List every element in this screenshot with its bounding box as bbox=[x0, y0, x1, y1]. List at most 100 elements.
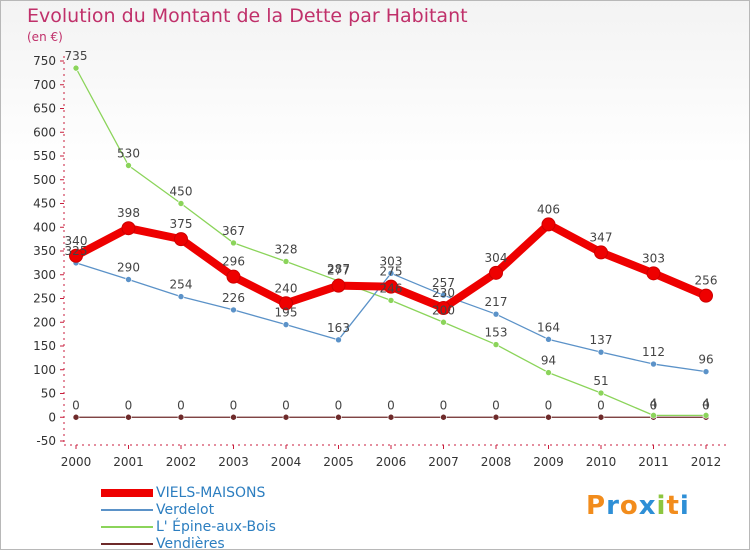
data-label: 0 bbox=[440, 398, 448, 412]
data-point bbox=[177, 200, 185, 207]
data-label: 0 bbox=[702, 398, 710, 412]
x-tick-label: 2011 bbox=[638, 455, 669, 469]
data-point bbox=[387, 297, 395, 304]
proxiti-logo: Proxiti bbox=[586, 491, 690, 521]
data-label: 257 bbox=[432, 276, 455, 290]
data-point bbox=[489, 265, 503, 280]
x-tick-label: 2007 bbox=[428, 455, 459, 469]
data-point bbox=[72, 413, 80, 421]
data-point bbox=[594, 245, 608, 260]
data-label: 290 bbox=[117, 261, 140, 275]
data-label: 398 bbox=[117, 206, 140, 220]
data-label: 4 bbox=[702, 396, 710, 410]
legend-swatch bbox=[101, 489, 153, 497]
data-point bbox=[282, 258, 290, 265]
y-tick-label: 500 bbox=[33, 173, 56, 187]
y-tick-label: 700 bbox=[33, 78, 56, 92]
data-label: 96 bbox=[698, 353, 713, 367]
data-point bbox=[230, 413, 237, 421]
x-tick-label: 2005 bbox=[323, 455, 354, 469]
data-label: 450 bbox=[170, 185, 193, 199]
data-point bbox=[279, 296, 293, 311]
data-point bbox=[597, 413, 605, 421]
legend-label: Verdelot bbox=[156, 502, 215, 518]
data-point bbox=[702, 412, 710, 419]
data-point bbox=[440, 291, 447, 299]
legend-swatch bbox=[101, 509, 153, 511]
data-point bbox=[387, 270, 395, 277]
logo-letter: r bbox=[606, 491, 620, 521]
data-label: 0 bbox=[282, 398, 290, 412]
legend-label: Vendières bbox=[156, 536, 225, 552]
data-label: 328 bbox=[275, 242, 298, 256]
y-tick-label: 650 bbox=[33, 102, 56, 116]
y-tick-label: 300 bbox=[33, 268, 56, 282]
data-point bbox=[125, 162, 132, 169]
data-label: 164 bbox=[537, 320, 560, 334]
logo-letter: t bbox=[666, 491, 680, 521]
data-label: 304 bbox=[485, 251, 508, 265]
series-0 bbox=[69, 217, 713, 315]
data-label: 0 bbox=[230, 398, 238, 412]
data-label: 296 bbox=[222, 255, 245, 269]
data-point bbox=[230, 239, 237, 247]
data-label: 240 bbox=[275, 281, 298, 295]
y-tick-label: 150 bbox=[33, 339, 56, 353]
data-label: 0 bbox=[650, 398, 658, 412]
data-point bbox=[545, 336, 552, 343]
data-label: 287 bbox=[327, 262, 350, 276]
data-point bbox=[597, 348, 605, 356]
data-label: 530 bbox=[117, 147, 140, 161]
series-3 bbox=[72, 413, 710, 421]
data-label: 406 bbox=[537, 202, 560, 216]
data-label: 0 bbox=[335, 398, 343, 412]
data-label: 112 bbox=[642, 345, 665, 359]
y-tick-label: 350 bbox=[33, 244, 56, 258]
data-label: 226 bbox=[222, 291, 245, 305]
data-point bbox=[387, 413, 395, 421]
y-tick-label: 750 bbox=[33, 54, 56, 68]
data-point bbox=[335, 413, 342, 421]
data-point bbox=[177, 293, 185, 300]
data-label: 0 bbox=[387, 398, 395, 412]
data-point bbox=[282, 413, 290, 421]
data-label: 375 bbox=[170, 217, 193, 231]
data-label: 137 bbox=[590, 333, 613, 347]
data-point bbox=[121, 221, 136, 236]
legend-swatch bbox=[101, 543, 153, 545]
data-point bbox=[545, 369, 552, 376]
data-label: 94 bbox=[541, 354, 556, 368]
data-point bbox=[650, 412, 657, 419]
data-label: 0 bbox=[177, 398, 185, 412]
data-label: 0 bbox=[545, 398, 553, 412]
data-point bbox=[125, 276, 132, 283]
logo-letter: i bbox=[679, 491, 690, 521]
data-label: 0 bbox=[72, 398, 80, 412]
x-tick-label: 2009 bbox=[533, 455, 564, 469]
data-point bbox=[331, 278, 346, 293]
x-tick-label: 2002 bbox=[166, 455, 197, 469]
data-point bbox=[69, 248, 83, 263]
data-label: 200 bbox=[432, 303, 455, 317]
data-label: 246 bbox=[380, 281, 403, 295]
data-label: 0 bbox=[125, 398, 133, 412]
y-tick-label: 100 bbox=[33, 363, 56, 377]
data-label: 230 bbox=[432, 286, 455, 300]
y-tick-label: 550 bbox=[33, 149, 56, 163]
y-unit-label: (en €) bbox=[27, 30, 63, 44]
data-point bbox=[335, 336, 342, 344]
legend-swatch bbox=[101, 526, 153, 528]
data-label: 735 bbox=[65, 49, 88, 63]
data-point bbox=[545, 413, 552, 421]
logo-letter: P bbox=[586, 491, 607, 521]
data-point bbox=[650, 360, 657, 368]
data-label: 303 bbox=[380, 254, 403, 268]
y-tick-label: -50 bbox=[36, 434, 56, 448]
x-tick-label: 2000 bbox=[61, 455, 92, 469]
logo-letter: i bbox=[656, 491, 667, 521]
x-tick-label: 2010 bbox=[586, 455, 617, 469]
x-tick-label: 2006 bbox=[376, 455, 407, 469]
data-point bbox=[597, 389, 605, 397]
x-tick-label: 2012 bbox=[691, 455, 722, 469]
